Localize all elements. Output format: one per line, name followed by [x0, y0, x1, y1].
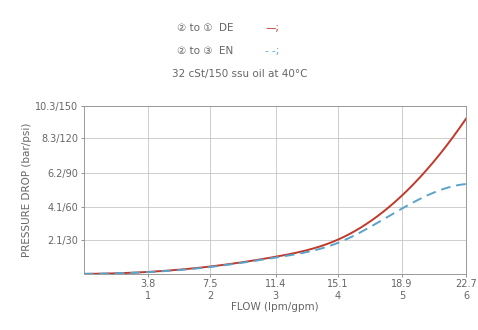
Text: 32 cSt/150 ssu oil at 40°C: 32 cSt/150 ssu oil at 40°C [172, 69, 307, 79]
Text: ② to ③  EN: ② to ③ EN [177, 46, 236, 56]
Y-axis label: PRESSURE DROP (bar/psi): PRESSURE DROP (bar/psi) [22, 122, 32, 257]
Text: ② to ①  DE: ② to ① DE [177, 23, 237, 33]
Text: —;: —; [265, 23, 279, 33]
Text: - -;: - -; [265, 46, 280, 56]
X-axis label: FLOW (lpm/gpm): FLOW (lpm/gpm) [231, 302, 319, 313]
